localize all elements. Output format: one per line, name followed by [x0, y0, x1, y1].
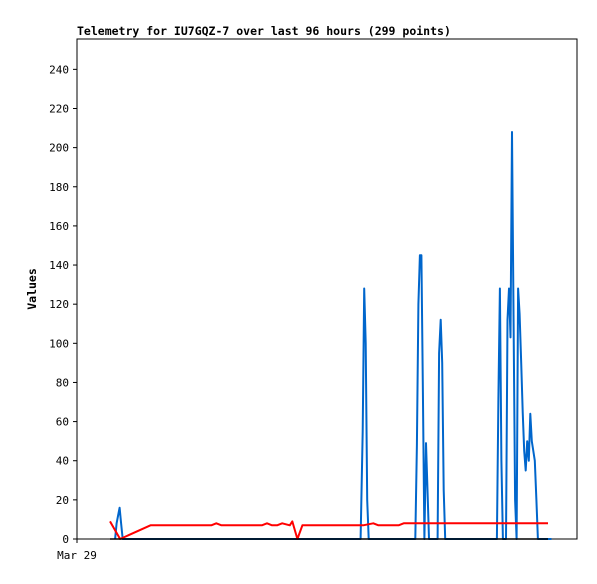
y-tick-label: 180	[49, 181, 69, 194]
x-axis: Mar 29	[57, 539, 97, 562]
y-tick-label: 220	[49, 102, 69, 115]
chart-title: Telemetry for IU7GQZ-7 over last 96 hour…	[77, 24, 451, 38]
y-tick-label: 100	[49, 337, 69, 350]
x-tick-label: Mar 29	[57, 549, 97, 562]
y-tick-label: 140	[49, 259, 69, 272]
y-tick-label: 160	[49, 220, 69, 233]
y-tick-label: 0	[62, 533, 69, 546]
y-tick-label: 120	[49, 298, 69, 311]
series-line-1	[114, 131, 552, 540]
y-axis: 0 20 40 60 80 100 120 140 160 180 200 220 240	[49, 63, 77, 546]
y-tick-label: 20	[56, 494, 69, 507]
y-tick-label: 200	[49, 142, 69, 155]
y-axis-label: Values	[25, 268, 39, 310]
y-tick-label: 40	[56, 455, 69, 468]
y-tick-label: 240	[49, 63, 69, 76]
y-tick-label: 80	[56, 376, 69, 389]
series-line-2	[109, 520, 548, 540]
series-layer	[109, 131, 552, 540]
y-tick-label: 60	[56, 416, 69, 429]
